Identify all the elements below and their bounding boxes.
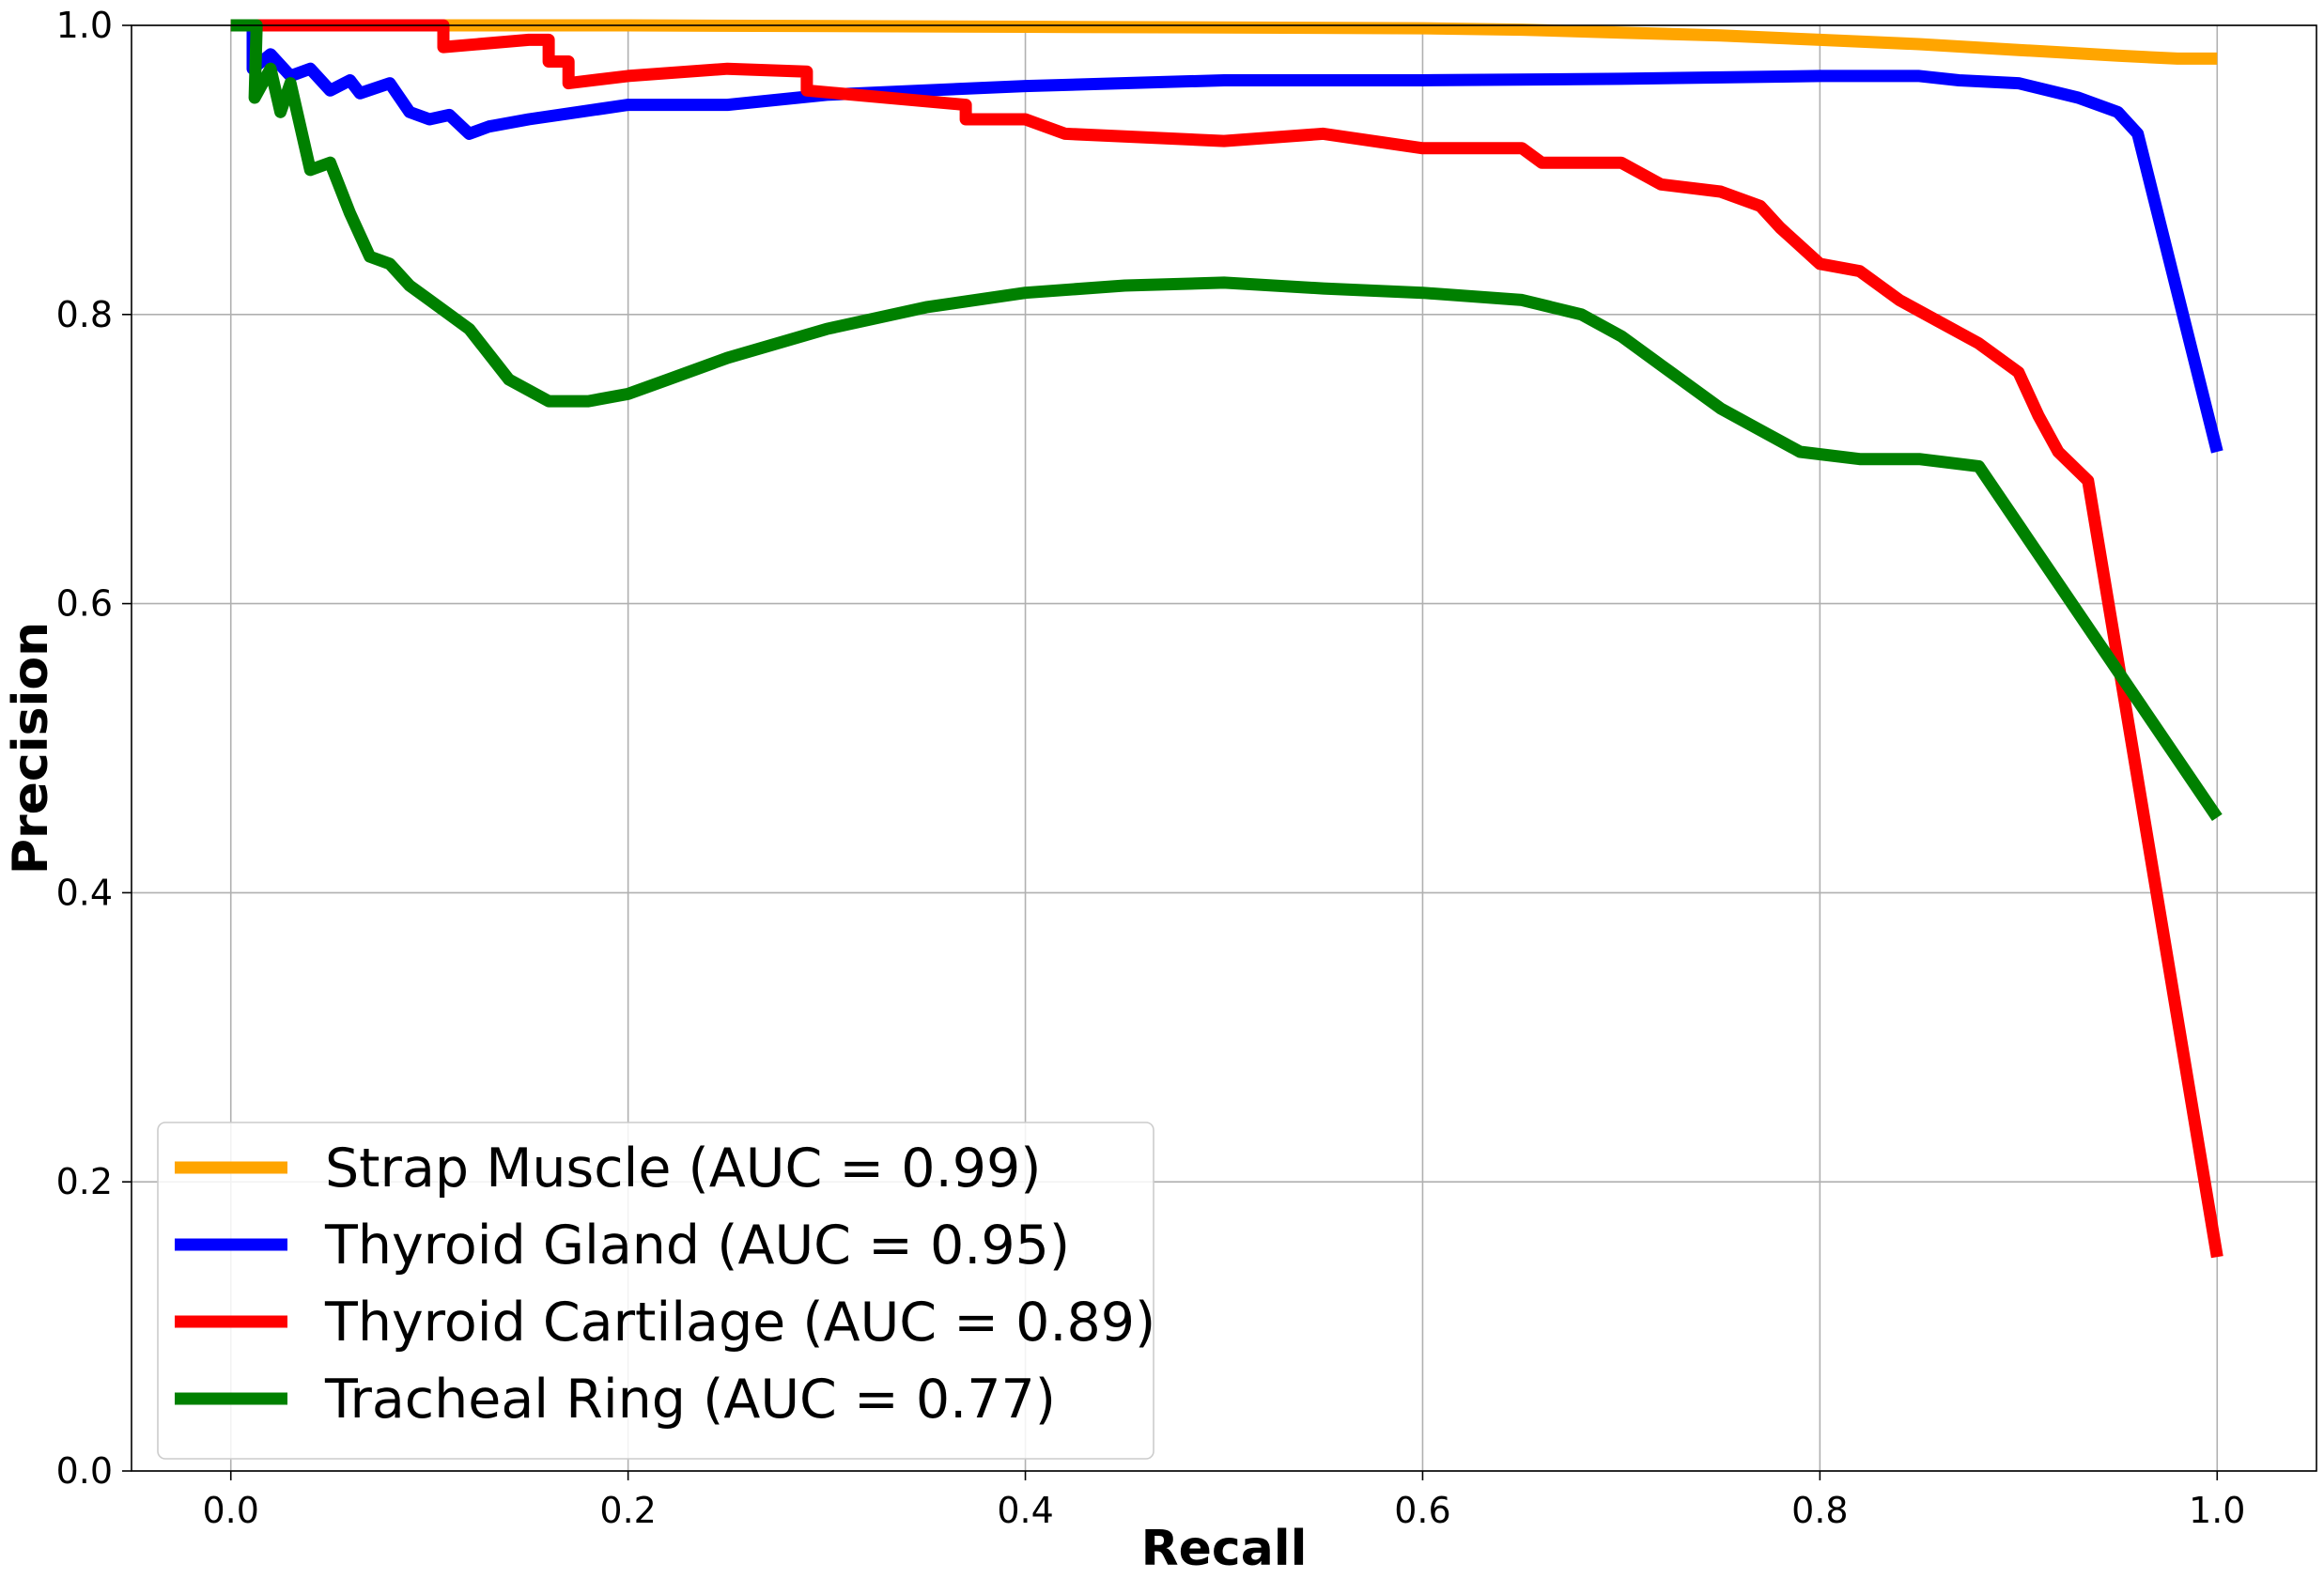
y-tick-label: 0.6 <box>56 583 113 625</box>
y-tick-label: 1.0 <box>56 5 113 46</box>
legend-label: Thyroid Gland (AUC = 0.95) <box>324 1215 1070 1277</box>
y-tick-label: 0.0 <box>56 1450 113 1492</box>
series-line-1 <box>230 19 2218 65</box>
y-tick-label: 0.2 <box>56 1161 113 1202</box>
plot-frame <box>131 24 2317 1472</box>
x-tick-label: 0.6 <box>1394 1490 1450 1531</box>
series-line-3 <box>230 19 2223 1259</box>
x-tick-label: 0.2 <box>599 1490 656 1531</box>
y-tick-label: 0.8 <box>56 294 113 335</box>
series-line-4 <box>230 19 2223 822</box>
x-tick-label: 0.8 <box>1791 1490 1848 1531</box>
legend: Strap Muscle (AUC = 0.99) Thyroid Gland (… <box>157 1122 1155 1460</box>
legend-label: Tracheal Ring (AUC = 0.77) <box>324 1369 1056 1431</box>
series-line-2 <box>230 19 2223 454</box>
x-tick-label: 1.0 <box>2189 1490 2245 1531</box>
series-lines <box>230 19 2223 1259</box>
axis-ticks: 0.0 0.2 0.4 0.6 0.8 1.0 0.0 0.2 0.4 0.6 0.8 1.0 <box>56 5 2246 1531</box>
x-axis-title: Recall <box>1141 1521 1308 1577</box>
legend-box <box>157 1122 1154 1460</box>
y-axis-title: Precision <box>3 622 59 875</box>
y-tick-label: 0.4 <box>56 872 113 913</box>
x-tick-label: 0.0 <box>203 1490 259 1531</box>
x-tick-label: 0.4 <box>997 1490 1053 1531</box>
legend-label: Strap Muscle (AUC = 0.99) <box>325 1138 1041 1200</box>
legend-label: Thyroid Cartilage (AUC = 0.89) <box>324 1292 1155 1354</box>
